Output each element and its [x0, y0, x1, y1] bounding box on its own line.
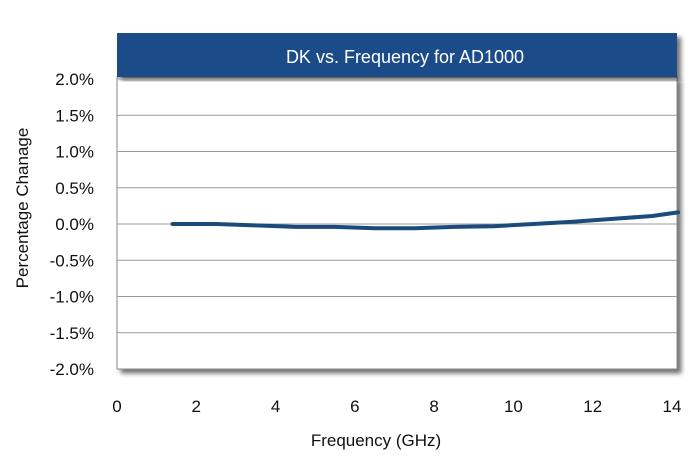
y-tick-label: 1.5% — [55, 106, 94, 125]
y-tick-labels: 2.0% 1.5% 1.0% 0.5% 0.0% -0.5% -1.0% -1.5% -2.0% — [50, 70, 94, 379]
y-tick-label: 0.0% — [55, 215, 94, 234]
x-tick-label: 10 — [504, 397, 523, 416]
x-tick-label: 4 — [271, 397, 280, 416]
x-tick-label: 12 — [583, 397, 602, 416]
y-tick-label: 1.0% — [55, 143, 94, 162]
chart-title: DK vs. Frequency for AD1000 — [286, 47, 524, 67]
y-tick-label: -2.0% — [50, 360, 94, 379]
series-layer — [170, 210, 680, 231]
y-tick-label: -1.0% — [50, 288, 94, 307]
x-tick-label: 6 — [350, 397, 359, 416]
x-tick-label: 2 — [192, 397, 201, 416]
x-axis-title: Frequency (GHz) — [311, 431, 441, 450]
y-tick-label: 2.0% — [55, 70, 94, 89]
y-tick-label: -1.5% — [50, 324, 94, 343]
y-tick-label: 0.5% — [55, 179, 94, 198]
title-bar — [117, 33, 677, 77]
y-axis-title: Percentage Chanage — [13, 128, 32, 289]
grid-lines — [117, 78, 677, 334]
x-tick-label: 14 — [663, 397, 682, 416]
y-tick-label: -0.5% — [50, 251, 94, 270]
x-tick-labels: 0 2 4 6 8 10 12 14 — [112, 397, 681, 416]
x-tick-label: 8 — [429, 397, 438, 416]
x-tick-label: 0 — [112, 397, 121, 416]
series-line — [170, 210, 680, 231]
